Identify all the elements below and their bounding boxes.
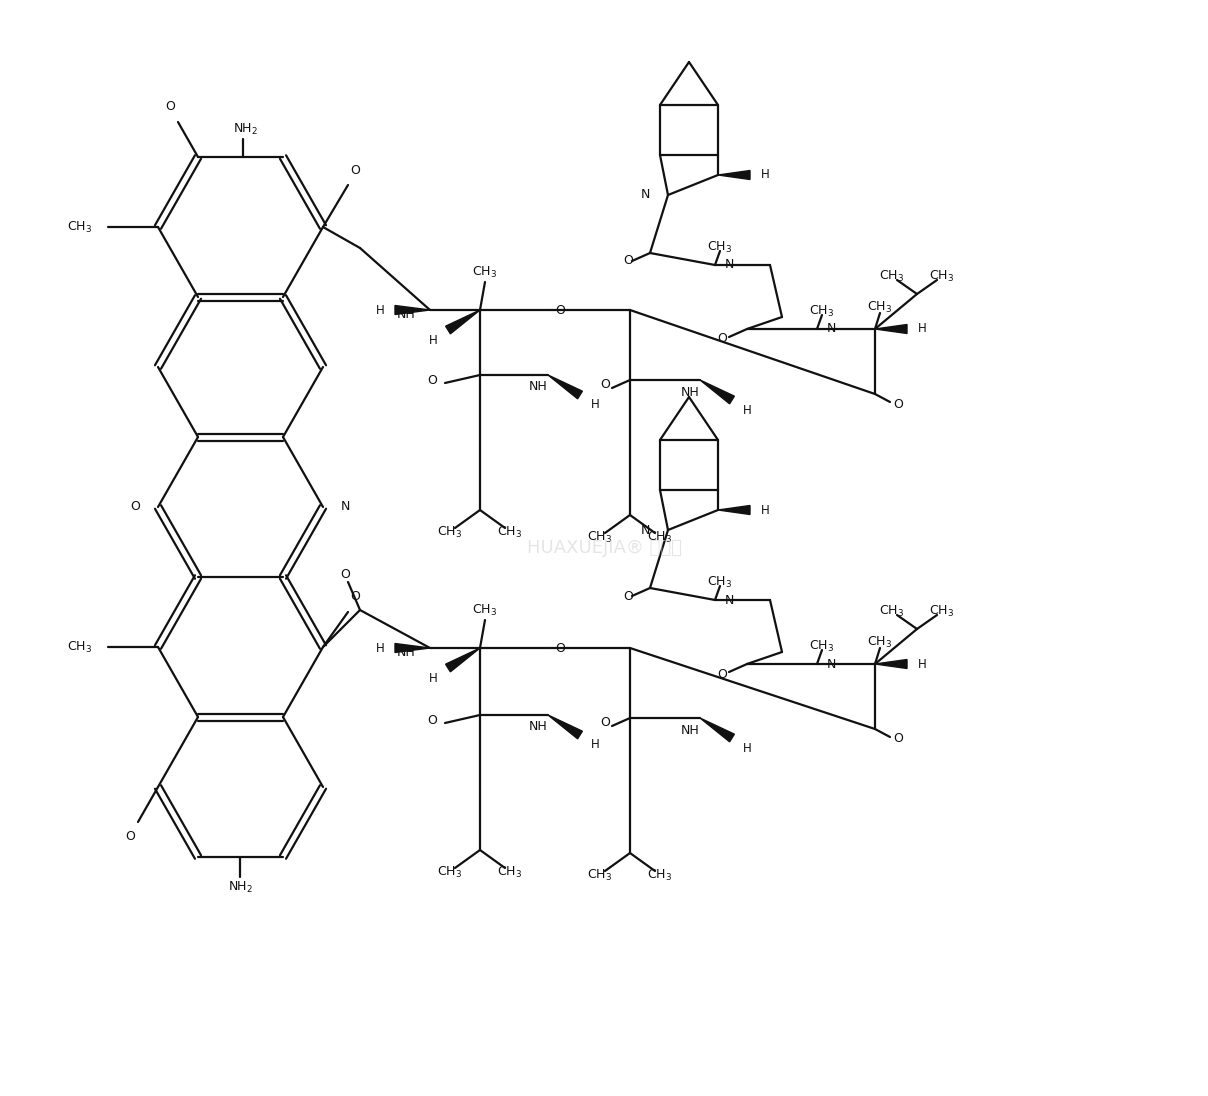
Text: CH$_3$: CH$_3$ (809, 304, 835, 319)
Text: CH$_3$: CH$_3$ (929, 604, 954, 618)
Text: H: H (591, 399, 599, 411)
Text: N: N (725, 594, 734, 606)
Text: O: O (126, 831, 135, 844)
Text: O: O (350, 163, 360, 176)
Text: CH$_3$: CH$_3$ (708, 574, 732, 590)
Text: H: H (429, 333, 437, 346)
Text: CH$_3$: CH$_3$ (879, 604, 905, 618)
Text: N: N (725, 259, 734, 272)
Text: H: H (743, 403, 751, 416)
Polygon shape (446, 648, 480, 672)
Text: CH$_3$: CH$_3$ (929, 269, 954, 284)
Text: O: O (893, 732, 902, 745)
Text: H: H (743, 742, 751, 754)
Text: H: H (376, 304, 384, 317)
Polygon shape (718, 171, 750, 180)
Text: O: O (428, 374, 437, 387)
Text: O: O (350, 591, 360, 604)
Text: H: H (376, 641, 384, 654)
Polygon shape (548, 715, 582, 739)
Text: O: O (623, 254, 633, 267)
Polygon shape (395, 306, 430, 315)
Text: CH$_3$: CH$_3$ (879, 269, 905, 284)
Text: NH: NH (396, 308, 416, 321)
Text: CH$_3$: CH$_3$ (587, 867, 612, 882)
Text: CH$_3$: CH$_3$ (68, 219, 93, 235)
Text: O: O (893, 398, 902, 411)
Text: H: H (761, 503, 769, 516)
Polygon shape (699, 380, 734, 403)
Text: O: O (623, 590, 633, 603)
Text: CH$_3$: CH$_3$ (472, 264, 498, 279)
Polygon shape (699, 718, 734, 742)
Text: CH$_3$: CH$_3$ (498, 865, 523, 880)
Text: H: H (761, 169, 769, 182)
Text: N: N (827, 658, 836, 671)
Text: HUAXUEJIA® 化学加: HUAXUEJIA® 化学加 (527, 539, 681, 557)
Text: O: O (341, 569, 350, 582)
Text: CH$_3$: CH$_3$ (68, 639, 93, 654)
Text: O: O (554, 641, 565, 654)
Text: H: H (918, 658, 927, 671)
Text: O: O (600, 717, 610, 730)
Text: O: O (718, 332, 727, 345)
Polygon shape (875, 660, 907, 669)
Text: CH$_3$: CH$_3$ (647, 867, 673, 882)
Text: CH$_3$: CH$_3$ (498, 525, 523, 539)
Text: CH$_3$: CH$_3$ (472, 603, 498, 617)
Text: NH: NH (529, 380, 547, 393)
Text: CH$_3$: CH$_3$ (809, 639, 835, 653)
Text: N: N (640, 189, 650, 202)
Text: NH$_2$: NH$_2$ (232, 122, 257, 137)
Text: CH$_3$: CH$_3$ (647, 529, 673, 545)
Polygon shape (548, 375, 582, 399)
Text: NH: NH (680, 386, 699, 399)
Text: CH$_3$: CH$_3$ (587, 529, 612, 545)
Text: NH: NH (396, 647, 416, 660)
Text: N: N (341, 501, 350, 514)
Text: O: O (130, 501, 140, 514)
Text: O: O (428, 713, 437, 727)
Text: O: O (554, 304, 565, 317)
Polygon shape (446, 310, 480, 334)
Text: CH$_3$: CH$_3$ (437, 525, 463, 539)
Text: CH$_3$: CH$_3$ (437, 865, 463, 880)
Text: NH: NH (529, 720, 547, 733)
Text: O: O (600, 378, 610, 391)
Text: NH$_2$: NH$_2$ (227, 879, 252, 894)
Text: H: H (591, 739, 599, 752)
Text: N: N (827, 322, 836, 335)
Polygon shape (395, 643, 430, 652)
Text: NH: NH (680, 723, 699, 737)
Text: O: O (718, 667, 727, 681)
Polygon shape (875, 324, 907, 333)
Text: H: H (918, 322, 927, 335)
Text: H: H (429, 672, 437, 685)
Text: N: N (640, 524, 650, 537)
Text: CH$_3$: CH$_3$ (867, 299, 893, 315)
Text: CH$_3$: CH$_3$ (708, 239, 732, 254)
Text: O: O (165, 101, 175, 114)
Polygon shape (718, 505, 750, 514)
Text: CH$_3$: CH$_3$ (867, 635, 893, 650)
